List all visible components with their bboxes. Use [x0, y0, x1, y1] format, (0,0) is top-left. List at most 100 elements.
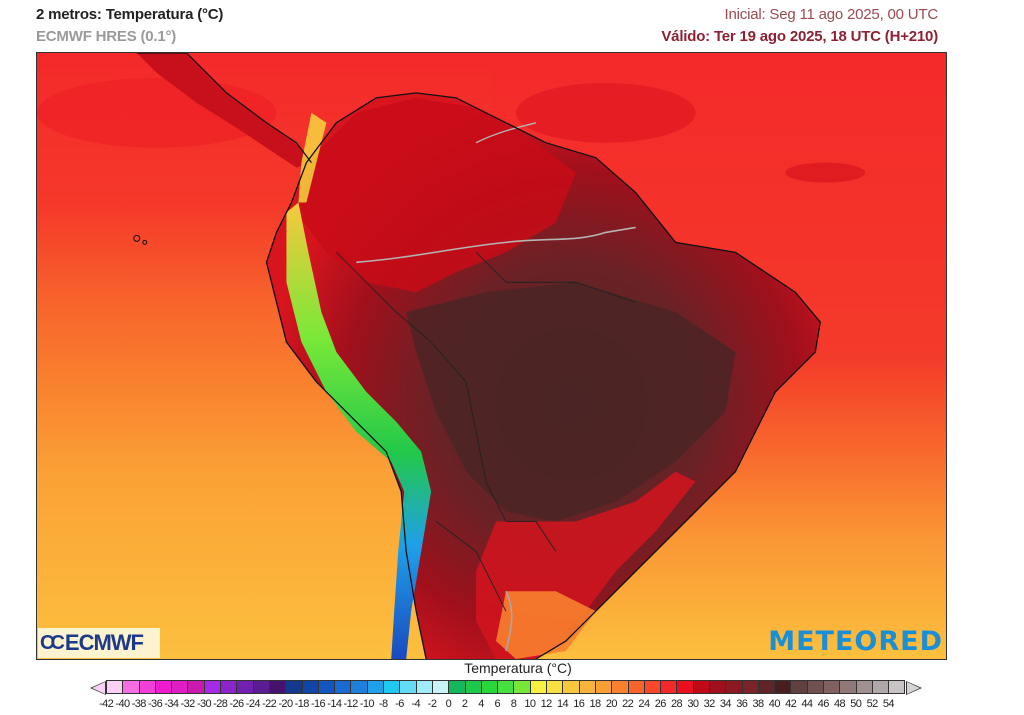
colorbar-label: Temperatura (°C) — [464, 660, 572, 676]
colorbar-cell — [757, 680, 775, 694]
colorbar-cell — [513, 680, 530, 694]
colorbar-cell — [871, 680, 889, 694]
colorbar-tick: 16 — [573, 698, 585, 710]
colorbar-tick: 30 — [687, 698, 699, 710]
colorbar-cell — [774, 680, 791, 694]
colorbar-cell — [578, 680, 595, 694]
colorbar-max-arrow-icon — [905, 681, 922, 695]
meteored-logo: METEORED — [768, 626, 943, 657]
model-name: ECMWF HRES (0.1°) — [36, 28, 177, 45]
colorbar-cell — [252, 680, 269, 694]
colorbar-cell — [334, 680, 351, 694]
colorbar-cell — [220, 680, 237, 694]
colorbar-tick: -12 — [343, 698, 359, 710]
colorbar-cell — [660, 680, 677, 694]
colorbar-tick: 38 — [752, 698, 765, 710]
colorbar-cell — [366, 680, 384, 694]
colorbar-cell — [431, 680, 449, 694]
colorbar-tick: 52 — [866, 698, 879, 710]
colorbar-cell — [464, 680, 481, 694]
colorbar-tick: -8 — [378, 698, 388, 710]
colorbar-cell — [171, 680, 188, 694]
colorbar-cell — [203, 680, 221, 694]
colorbar-cell — [187, 680, 204, 694]
colorbar-tick: -20 — [278, 698, 293, 710]
map-graphic — [37, 53, 946, 659]
temperature-map: CC ECMWF METEORED — [36, 52, 947, 660]
colorbar-cell — [399, 680, 416, 694]
colorbar-tick: -30 — [196, 698, 212, 710]
colorbar-tick: 44 — [801, 698, 813, 710]
colorbar-cell — [627, 680, 644, 694]
colorbar-tick: 32 — [703, 698, 716, 710]
colorbar-cell — [546, 680, 563, 694]
colorbar-tick: 46 — [817, 698, 830, 710]
colorbar-tick: -2 — [427, 698, 437, 710]
colorbar-tick: -4 — [411, 698, 421, 710]
colorbar-tick: -38 — [131, 698, 147, 710]
ecmwf-logo: CC ECMWF — [38, 628, 160, 658]
colorbar-cell — [855, 680, 872, 694]
colorbar-cell — [301, 680, 318, 694]
colorbar-tick: 54 — [882, 698, 895, 710]
colorbar-min-arrow-icon — [90, 681, 106, 695]
colorbar-tick: 26 — [654, 698, 667, 710]
colorbar-tick: 10 — [524, 698, 536, 710]
colorbar-tick: 24 — [638, 698, 650, 710]
colorbar-cell — [676, 680, 693, 694]
colorbar-tick: 28 — [671, 698, 683, 710]
colorbar-tick: -22 — [262, 698, 277, 710]
valid-time: Válido: Ter 19 ago 2025, 18 UTC (H+210) — [661, 28, 938, 45]
colorbar-tick: 6 — [494, 698, 501, 710]
colorbar-tick: -6 — [395, 698, 404, 710]
colorbar-tick: 12 — [540, 698, 553, 710]
colorbar-tick: 50 — [850, 698, 862, 710]
colorbar-cell — [611, 680, 628, 694]
colorbar-ticks: -42 -40 -38 -36 -34 -32 -30 -28 -26 -24 -22 -20 -18-… — [98, 698, 897, 712]
colorbar-tick: -26 — [229, 698, 244, 710]
colorbar-cell — [594, 680, 612, 694]
colorbar-tick: -28 — [213, 698, 228, 710]
colorbar-cell — [285, 680, 302, 694]
colorbar-cell — [741, 680, 758, 694]
colorbar-tick: -40 — [115, 698, 130, 710]
chart-title: 2 metros: Temperatura (°C) — [36, 6, 224, 23]
colorbar-tick: 4 — [478, 698, 484, 710]
colorbar-cell — [529, 680, 547, 694]
colorbar-tick: 14 — [556, 698, 569, 710]
colorbar-tick: 42 — [785, 698, 797, 710]
ecmwf-logo-text: ECMWF — [64, 630, 144, 655]
initial-time: Inicial: Seg 11 ago 2025, 00 UTC — [724, 6, 939, 23]
colorbar-cell — [562, 680, 579, 694]
colorbar-tick: 0 — [445, 698, 452, 710]
colorbar-cell — [415, 680, 432, 694]
colorbar-tick: 22 — [622, 698, 634, 710]
colorbar-tick: -10 — [359, 698, 375, 710]
colorbar-tick: 34 — [719, 698, 732, 710]
colorbar-cell — [154, 680, 172, 694]
colorbar-tick: -24 — [245, 698, 261, 710]
colorbar-tick: 40 — [768, 698, 781, 710]
colorbar-cell — [790, 680, 807, 694]
ecmwf-logo-icon: CC — [40, 631, 65, 654]
colorbar-cell — [497, 680, 514, 694]
colorbar-tick: 2 — [461, 698, 468, 710]
colorbar-cell — [692, 680, 709, 694]
colorbar-tick: 8 — [510, 698, 517, 710]
colorbar-tick: -42 — [99, 698, 114, 710]
colorbar-cell — [350, 680, 367, 694]
colorbar-tick: -34 — [164, 698, 179, 710]
colorbar-cell — [480, 680, 498, 694]
colorbar-cell — [268, 680, 286, 694]
colorbar-cell — [643, 680, 661, 694]
colorbar-cell — [823, 680, 840, 694]
colorbar-cell — [888, 680, 905, 694]
colorbar-tick: -14 — [327, 698, 342, 710]
colorbar-cell — [448, 680, 465, 694]
colorbar-cell — [383, 680, 400, 694]
colorbar-cell — [708, 680, 726, 694]
colorbar-cell — [236, 680, 253, 694]
colorbar-cell — [317, 680, 335, 694]
colorbar-cell — [725, 680, 742, 694]
colorbar-cell — [806, 680, 824, 694]
